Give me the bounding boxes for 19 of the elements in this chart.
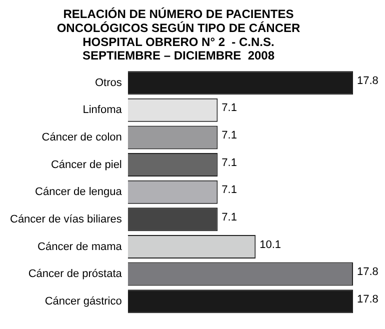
data-label: 17.8 xyxy=(357,266,378,278)
y-tick-label: Cáncer de piel xyxy=(50,158,122,171)
y-tick-label: Cáncer de colon xyxy=(42,132,122,144)
y-tick-label: Cáncer de vías biliares xyxy=(10,213,122,226)
y-tick-label: Linfoma xyxy=(82,104,123,116)
y-tick-label: Otros xyxy=(94,76,122,89)
data-label: 17.8 xyxy=(357,293,378,306)
chart-title: RELACIÓN DE NÚMERO DE PACIENTES ONCOLÓGICOS SEGÚN TIPO DE CÁNCER HOSPITAL OBRERO N° 2 - C.N.S. SEPTIEMBRE – DICIEMBRE 2008 xyxy=(56,7,301,63)
data-label: 7.1 xyxy=(222,130,237,142)
y-tick-label: Cáncer de mama xyxy=(38,240,123,253)
y-tick-label: Cáncer gástrico xyxy=(44,295,122,308)
data-label: 7.1 xyxy=(222,102,237,114)
data-label: 7.1 xyxy=(222,156,237,169)
y-tick-label: Cáncer de lengua xyxy=(35,186,123,198)
data-label: 17.8 xyxy=(357,74,378,87)
y-tick-label: Cáncer de próstata xyxy=(28,268,123,280)
data-label: 7.1 xyxy=(222,184,237,196)
data-label: 7.1 xyxy=(222,211,237,224)
data-label: 10.1 xyxy=(260,238,282,251)
